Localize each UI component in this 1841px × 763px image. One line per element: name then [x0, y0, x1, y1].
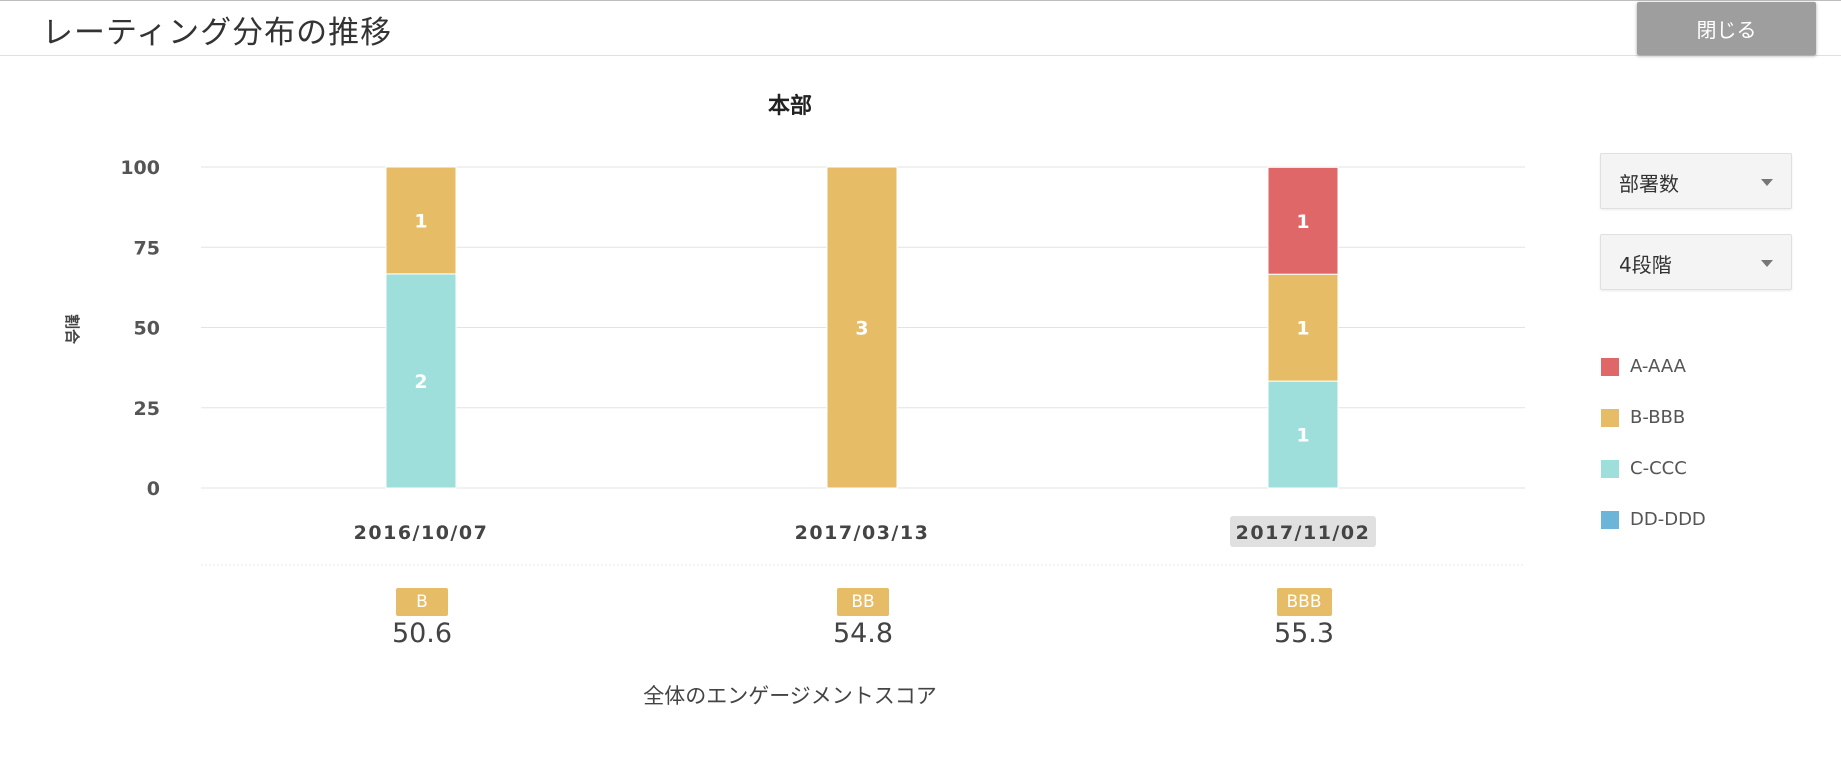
score-rating-badge: BB	[837, 588, 889, 616]
score-rating-badge: B	[396, 588, 448, 616]
bar-data-label: 1	[414, 210, 427, 232]
score-item: B 50.6	[342, 588, 502, 649]
bar-data-label: 1	[1296, 318, 1309, 340]
chevron-down-icon	[1761, 260, 1773, 267]
x-tick-label: 2017/03/13	[795, 522, 930, 544]
bar-segment	[1267, 273, 1339, 382]
legend-label: DD-DDD	[1630, 509, 1706, 530]
y-tick-label: 0	[147, 478, 160, 500]
x-label-highlight	[1230, 516, 1376, 547]
score-value: 55.3	[1273, 618, 1335, 649]
metric-select-value: 部署数	[1619, 172, 1679, 196]
legend-label: C-CCC	[1630, 458, 1687, 479]
y-tick-label: 75	[134, 237, 160, 259]
bar-data-label: 3	[855, 318, 868, 340]
score-value: 54.8	[832, 618, 894, 649]
rating-distribution-chart: 0 25 50 75 100 割合 2 1 2016/10/07 3 2017/03/13 1 1 1 20…	[63, 157, 1525, 566]
y-axis-label: 割合	[63, 314, 81, 345]
legend-swatch	[1601, 460, 1619, 478]
legend-label: B-BBB	[1630, 407, 1686, 428]
header-bar: レーティング分布の推移 閉じる	[0, 1, 1841, 56]
score-item: BBB 55.3	[1224, 588, 1384, 649]
close-button[interactable]: 閉じる	[1637, 2, 1816, 55]
legend-swatch	[1601, 511, 1619, 529]
bar-data-label: 2	[414, 371, 427, 393]
bar-segment	[1267, 380, 1339, 489]
bar-data-label: 1	[1296, 211, 1309, 233]
chart-title: 本部	[767, 94, 812, 119]
y-tick-label: 25	[134, 398, 160, 420]
level-select[interactable]: 4段階	[1600, 234, 1792, 290]
legend-label: A-AAA	[1630, 356, 1686, 377]
x-tick-label: 2016/10/07	[354, 522, 489, 544]
score-item: BB 54.8	[783, 588, 943, 649]
score-rating-badge: BBB	[1276, 588, 1332, 616]
bar-segment	[1267, 166, 1339, 275]
legend-swatch	[1601, 358, 1619, 376]
level-select-value: 4段階	[1619, 253, 1672, 277]
x-tick-label: 2017/11/02	[1236, 522, 1371, 544]
score-value: 50.6	[391, 618, 453, 649]
page-title: レーティング分布の推移	[42, 15, 393, 51]
score-caption: 全体のエンゲージメントスコア	[643, 684, 937, 708]
top-border	[0, 0, 1841, 1]
y-tick-label: 50	[134, 318, 160, 340]
chevron-down-icon	[1761, 179, 1773, 186]
bar-data-label: 1	[1296, 425, 1309, 447]
bar-segment	[385, 166, 457, 275]
bar-segment	[826, 166, 898, 489]
y-tick-label: 100	[120, 157, 160, 179]
metric-select[interactable]: 部署数	[1600, 153, 1792, 209]
legend-swatch	[1601, 409, 1619, 427]
bar-segment	[385, 273, 457, 489]
